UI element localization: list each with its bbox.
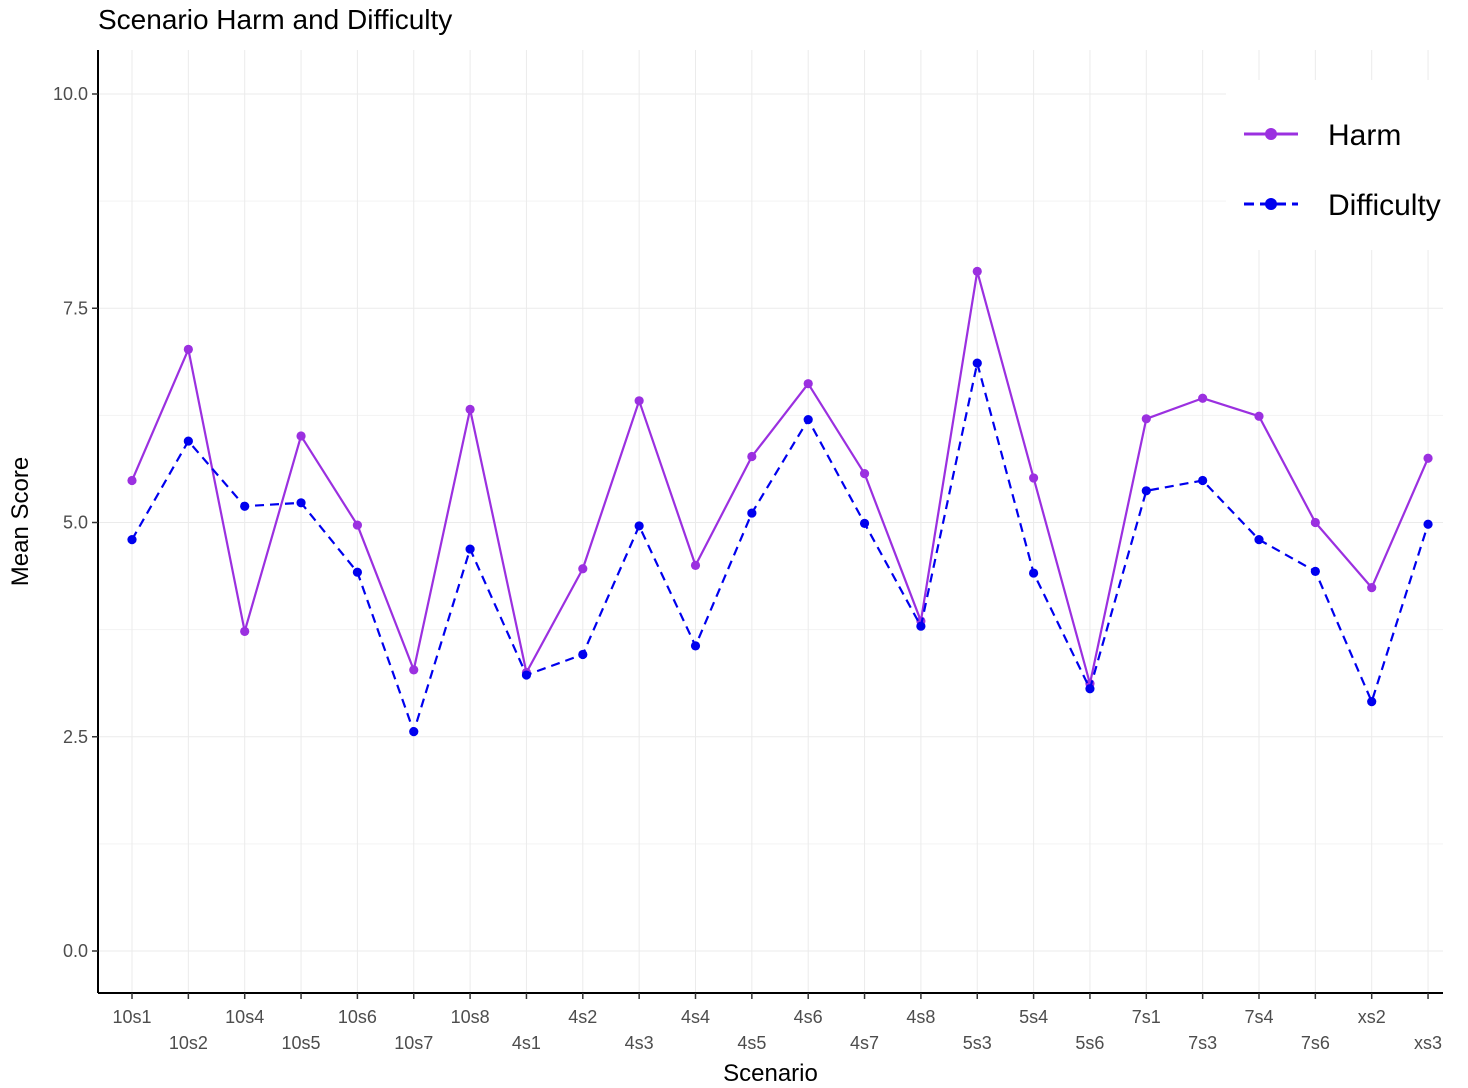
- data-point-difficulty: [916, 621, 926, 631]
- axes: 0.0 2.5 5.0 7.5 10.0 10s1 10s2 10s4 10s5 10s6 10s7…: [53, 50, 1443, 1053]
- data-point-difficulty: [747, 508, 757, 518]
- data-point-difficulty: [521, 670, 532, 680]
- data-point-harm: [803, 379, 813, 389]
- x-tick-label: 4s5: [737, 1033, 766, 1053]
- x-axis-title: Scenario: [723, 1060, 818, 1087]
- x-tick-label: 10s2: [169, 1033, 208, 1053]
- x-tick-label: 5s6: [1075, 1033, 1104, 1053]
- data-point-difficulty: [1141, 486, 1151, 496]
- legend-key-point: [1265, 128, 1277, 140]
- x-tick-label: 4s3: [625, 1033, 654, 1053]
- series-line-difficulty: [131, 361, 1430, 733]
- chart-title: Scenario Harm and Difficulty: [98, 4, 452, 35]
- x-tick-label: 4s8: [906, 1007, 935, 1027]
- data-point-harm: [183, 344, 193, 354]
- data-point-difficulty: [634, 521, 644, 531]
- data-point-difficulty: [352, 567, 362, 577]
- legend-label: Harm: [1328, 119, 1401, 152]
- data-point-difficulty: [240, 501, 250, 511]
- data-point-harm: [859, 469, 870, 479]
- x-tick-label: 7s3: [1188, 1033, 1217, 1053]
- x-tick-label: 7s1: [1132, 1007, 1161, 1027]
- x-tick-label: 7s4: [1244, 1007, 1273, 1027]
- data-point-difficulty: [859, 518, 870, 528]
- data-point-difficulty: [127, 535, 137, 545]
- data-point-harm: [1141, 414, 1151, 424]
- data-point-difficulty: [409, 727, 419, 737]
- data-point-harm: [1198, 393, 1208, 403]
- x-tick-label: 10s8: [451, 1007, 490, 1027]
- y-tick-label: 5.0: [63, 513, 88, 533]
- x-tick-label: 10s7: [394, 1033, 433, 1053]
- legend-key-point: [1265, 198, 1277, 210]
- data-point-difficulty: [972, 358, 982, 368]
- x-tick-label: 10s1: [112, 1007, 151, 1027]
- legend-item-harm: Harm: [1244, 119, 1401, 152]
- data-point-difficulty: [183, 436, 193, 446]
- data-point-difficulty: [1310, 566, 1320, 576]
- x-tick-label: 10s6: [338, 1007, 377, 1027]
- data-point-difficulty: [465, 544, 475, 554]
- x-tick-label: 4s1: [512, 1033, 541, 1053]
- legend: Harm Difficulty: [1226, 80, 1468, 250]
- x-tick-label: xs3: [1414, 1033, 1442, 1053]
- data-point-difficulty: [1029, 568, 1039, 578]
- data-point-difficulty: [1198, 475, 1208, 486]
- data-point-difficulty: [1367, 697, 1377, 707]
- data-point-harm: [747, 451, 757, 462]
- data-point-harm: [1367, 583, 1377, 593]
- data-point-harm: [240, 626, 250, 636]
- data-point-harm: [972, 266, 982, 276]
- data-point-harm: [1029, 473, 1039, 483]
- data-point-harm: [690, 560, 701, 570]
- legend-item-difficulty: Difficulty: [1244, 189, 1441, 222]
- data-point-harm: [409, 665, 419, 675]
- data-point-harm: [127, 475, 137, 486]
- x-tick-label: 10s4: [225, 1007, 264, 1027]
- series-difficulty: [127, 358, 1433, 737]
- x-tick-label: 7s6: [1301, 1033, 1330, 1053]
- x-tick-label: 4s2: [568, 1007, 597, 1027]
- x-tick-label: 5s3: [963, 1033, 992, 1053]
- x-tick-label: 4s4: [681, 1007, 710, 1027]
- series-harm: [127, 266, 1433, 689]
- data-point-harm: [1310, 517, 1320, 528]
- data-point-harm: [634, 396, 644, 406]
- y-tick-label: 0.0: [63, 941, 88, 961]
- data-point-harm: [578, 564, 588, 574]
- series-layer: [127, 266, 1433, 737]
- y-tick-label: 7.5: [63, 298, 88, 318]
- data-point-difficulty: [1423, 519, 1433, 529]
- data-point-harm: [465, 404, 475, 414]
- data-point-harm: [296, 431, 306, 441]
- series-line-harm: [130, 270, 1430, 685]
- x-tick-label: 4s6: [794, 1007, 823, 1027]
- data-point-difficulty: [690, 641, 701, 651]
- y-tick-label: 2.5: [63, 727, 88, 747]
- legend-label: Difficulty: [1328, 189, 1441, 222]
- legend-box: [1226, 80, 1468, 250]
- data-point-difficulty: [296, 498, 306, 508]
- data-point-harm: [352, 520, 362, 530]
- y-tick-label: 10.0: [53, 84, 88, 104]
- y-axis-title: Mean Score: [7, 457, 34, 586]
- x-tick-label: 5s4: [1019, 1007, 1048, 1027]
- x-tick-label: 10s5: [282, 1033, 321, 1053]
- data-point-harm: [1423, 453, 1433, 463]
- data-point-difficulty: [1085, 684, 1095, 694]
- data-point-difficulty: [578, 649, 588, 660]
- data-point-difficulty: [1254, 535, 1264, 545]
- data-point-difficulty: [803, 415, 813, 425]
- x-tick-label: 4s7: [850, 1033, 879, 1053]
- x-tick-label: xs2: [1358, 1007, 1386, 1027]
- data-point-harm: [1254, 411, 1264, 421]
